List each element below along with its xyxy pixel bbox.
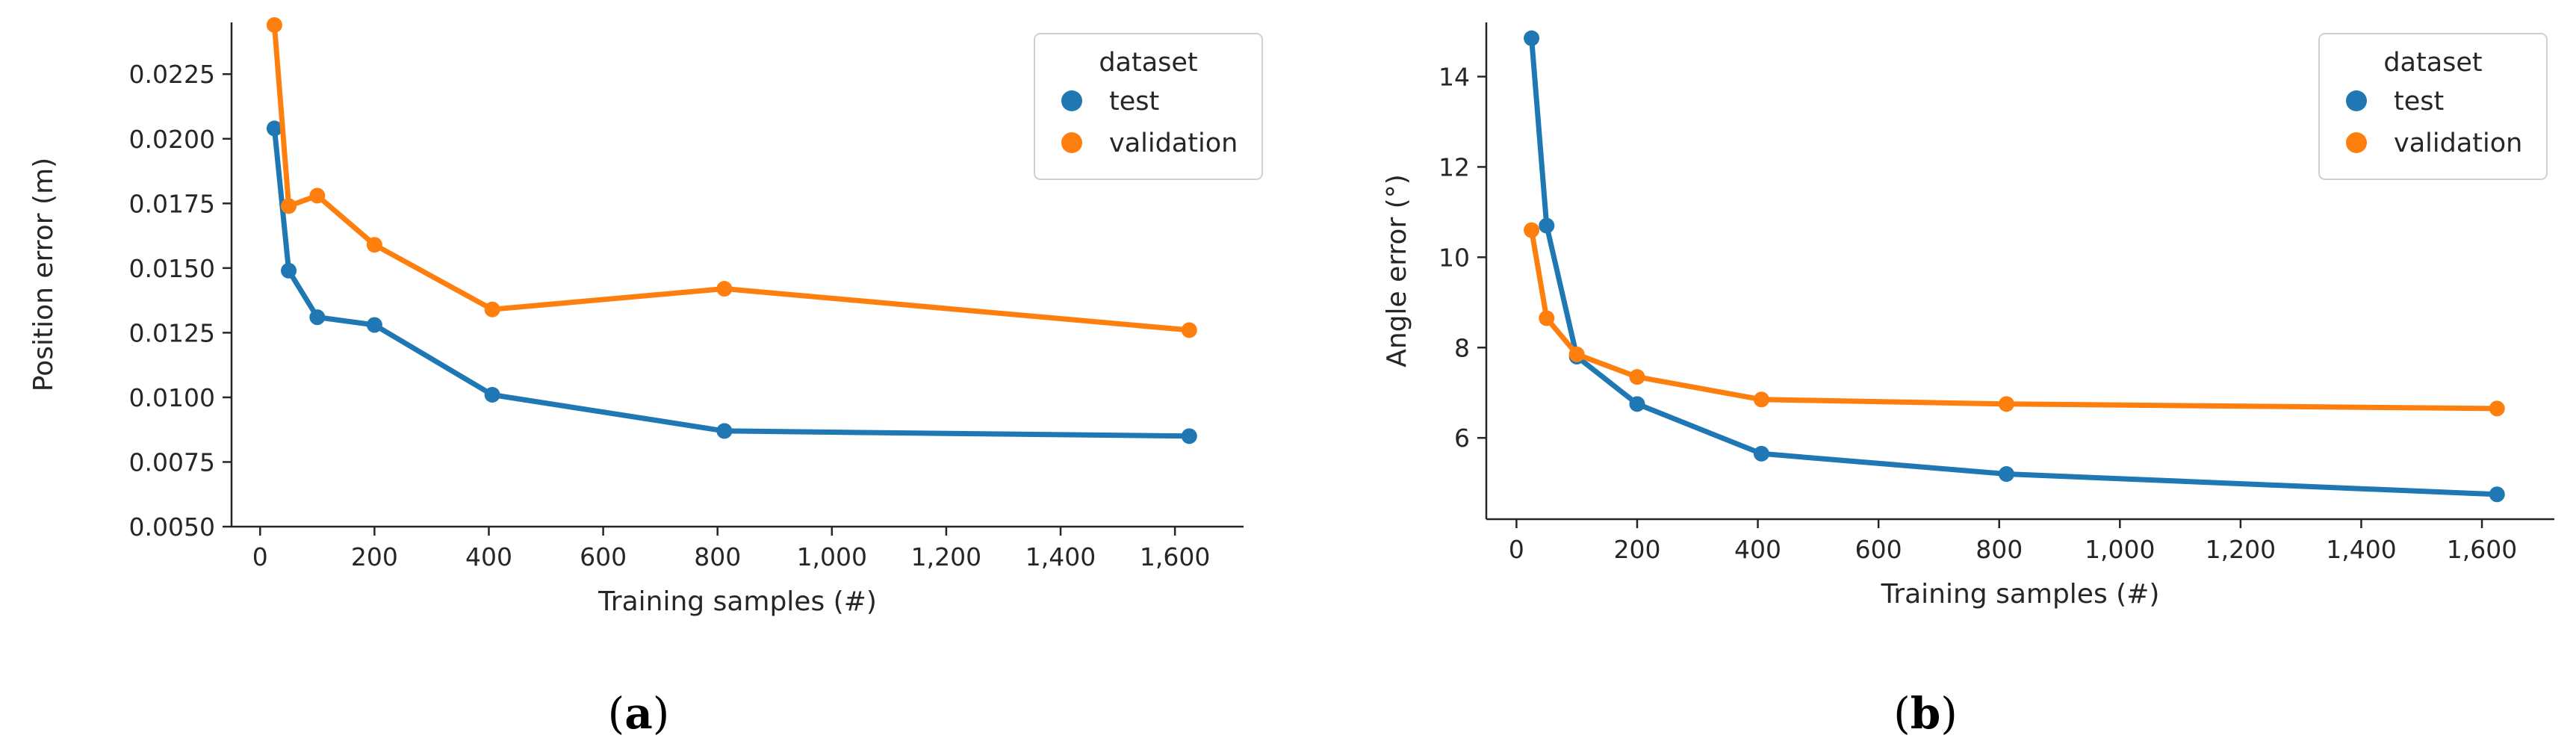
x-tick-label: 200 (1613, 535, 1660, 564)
data-point-test (1181, 428, 1197, 444)
y-tick-label: 0.0125 (129, 318, 215, 347)
data-point-test (2489, 486, 2505, 503)
legend-marker-validation (2346, 132, 2367, 153)
x-tick-label: 1,400 (2326, 535, 2396, 564)
legend-box (2318, 33, 2548, 180)
data-point-test (266, 120, 282, 137)
data-point-test (1753, 445, 1769, 462)
y-tick-label: 0.0225 (129, 60, 215, 89)
data-point-validation (716, 281, 733, 297)
y-tick-label: 8 (1454, 333, 1470, 362)
caption-letter: a (624, 688, 653, 739)
legend-marker-validation (1061, 132, 1082, 153)
legend-entry-validation: validation (2394, 128, 2522, 158)
y-tick-label: 0.0150 (129, 254, 215, 283)
y-tick-label: 0.0100 (129, 383, 215, 412)
y-axis-label: Position error (m) (28, 158, 59, 391)
subfigure-caption: (a) (608, 688, 670, 739)
data-point-validation (1629, 369, 1645, 385)
legend-title: dataset (2383, 48, 2482, 78)
legend-entry-test: test (1109, 87, 1159, 117)
subfigure-caption: (b) (1893, 688, 1958, 739)
x-tick-label: 1,600 (1140, 542, 1210, 571)
caption-paren-open: ( (1893, 688, 1911, 739)
legend-entry-validation: validation (1109, 128, 1238, 158)
data-point-validation (309, 188, 326, 204)
data-point-validation (1998, 396, 2014, 412)
chart-b: 0 200 400 600 800 1,000 1,200 1,400 1,600 6 8 10 12 1… (1382, 22, 2554, 739)
y-tick-label: 10 (1438, 243, 1470, 272)
data-point-validation (1524, 222, 1540, 238)
caption-letter: b (1911, 688, 1941, 739)
data-point-validation (484, 301, 500, 317)
x-tick-label: 1,200 (911, 542, 981, 571)
data-point-test (484, 386, 500, 403)
data-point-validation (366, 237, 382, 253)
x-axis-label: Training samples (#) (1881, 579, 2160, 610)
x-tick-label: 600 (580, 542, 627, 571)
x-tick-label: 0 (252, 542, 268, 571)
data-point-validation (1568, 346, 1585, 362)
legend-entry-test: test (2394, 87, 2444, 117)
data-point-test (1998, 466, 2014, 483)
legend-title: dataset (1099, 48, 1197, 78)
data-point-validation (281, 198, 297, 214)
caption-paren-open: ( (608, 688, 625, 739)
x-axis-label: Training samples (#) (598, 586, 877, 617)
y-tick-label: 14 (1438, 63, 1470, 92)
chart-a: 0 200 400 600 800 1,000 1,200 1,400 1,600 0.0050 0… (28, 16, 1263, 739)
legend-box (1034, 33, 1263, 180)
y-tick-label: 12 (1438, 152, 1470, 182)
data-point-test (1539, 217, 1555, 234)
data-point-validation (2489, 400, 2505, 417)
data-point-test (716, 423, 733, 439)
y-axis-label: Angle error (°) (1382, 174, 1412, 368)
data-point-test (1524, 30, 1540, 46)
x-tick-label: 1,200 (2206, 535, 2276, 564)
data-point-test (309, 309, 326, 326)
x-tick-label: 1,000 (797, 542, 867, 571)
y-tick-label: 0.0075 (129, 447, 215, 477)
x-tick-label: 1,000 (2085, 535, 2155, 564)
x-tick-label: 1,600 (2447, 535, 2517, 564)
data-point-test (1629, 396, 1645, 412)
legend: dataset test validation (1034, 33, 1263, 180)
data-point-validation (1539, 310, 1555, 326)
legend: dataset test validation (2318, 33, 2548, 180)
x-tick-label: 200 (351, 542, 398, 571)
caption-paren-close: ) (1940, 688, 1958, 739)
data-point-test (281, 262, 297, 279)
y-tick-label: 0.0050 (129, 512, 215, 542)
data-point-validation (266, 16, 282, 33)
data-point-test (366, 317, 382, 333)
series-line-validation (1529, 227, 2500, 412)
data-point-validation (1181, 322, 1197, 338)
y-tick-label: 0.0175 (129, 189, 215, 218)
legend-marker-test (2346, 90, 2367, 111)
y-tick-label: 0.0200 (129, 125, 215, 154)
y-tick-label: 6 (1454, 424, 1470, 453)
data-point-validation (1753, 391, 1769, 408)
x-tick-label: 1,400 (1025, 542, 1096, 571)
caption-paren-close: ) (653, 688, 670, 739)
x-tick-label: 0 (1509, 535, 1524, 564)
x-tick-label: 400 (465, 542, 512, 571)
x-tick-label: 800 (1976, 535, 2023, 564)
x-tick-label: 600 (1855, 535, 1902, 564)
legend-marker-test (1061, 90, 1082, 111)
x-tick-label: 400 (1734, 535, 1781, 564)
x-tick-label: 800 (694, 542, 741, 571)
